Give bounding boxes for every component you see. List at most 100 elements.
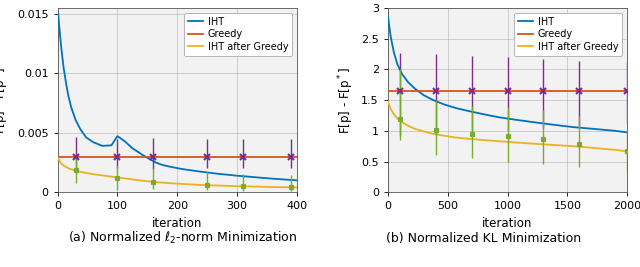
IHT	[129, 147, 136, 150]
IHT after Greedy	[384, 100, 392, 103]
IHT	[121, 140, 129, 143]
IHT	[209, 172, 217, 175]
IHT after Greedy	[412, 127, 419, 131]
IHT	[412, 88, 419, 91]
IHT after Greedy	[284, 186, 292, 189]
IHT after Greedy	[223, 184, 230, 187]
IHT	[195, 170, 202, 173]
IHT	[68, 106, 76, 109]
IHT	[77, 128, 84, 131]
IHT	[440, 103, 448, 106]
IHT	[147, 158, 154, 161]
IHT	[232, 174, 240, 177]
IHT after Greedy	[394, 117, 401, 120]
Line: IHT after Greedy: IHT after Greedy	[388, 101, 627, 151]
IHT after Greedy	[77, 170, 84, 173]
IHT after Greedy	[452, 136, 460, 139]
IHT after Greedy	[623, 150, 631, 153]
IHT after Greedy	[212, 184, 220, 187]
Text: (a) Normalized $\ell_2$-norm Minimization: (a) Normalized $\ell_2$-norm Minimizatio…	[68, 230, 297, 246]
IHT	[54, 12, 62, 15]
IHT	[404, 81, 412, 84]
IHT	[60, 66, 67, 69]
IHT	[293, 179, 301, 182]
IHT	[188, 169, 196, 172]
IHT after Greedy	[66, 167, 74, 170]
IHT after Greedy	[233, 184, 241, 188]
IHT after Greedy	[549, 143, 557, 147]
IHT	[269, 177, 277, 180]
IHT after Greedy	[611, 148, 619, 151]
Line: IHT: IHT	[58, 14, 297, 180]
IHT	[138, 153, 145, 156]
IHT	[387, 36, 395, 39]
Legend: IHT, Greedy, IHT after Greedy: IHT, Greedy, IHT after Greedy	[184, 13, 292, 56]
Greedy	[384, 90, 392, 93]
IHT after Greedy	[191, 183, 199, 186]
IHT	[65, 94, 72, 97]
IHT after Greedy	[156, 181, 163, 184]
IHT	[276, 178, 284, 181]
IHT after Greedy	[254, 185, 262, 188]
Y-axis label: F[p] - F[p$^*$]: F[p] - F[p$^*$]	[336, 66, 356, 134]
IHT	[246, 175, 254, 178]
IHT after Greedy	[274, 186, 282, 189]
IHT after Greedy	[293, 186, 301, 189]
IHT	[398, 73, 406, 76]
IHT after Greedy	[173, 182, 181, 185]
IHT	[83, 136, 90, 139]
IHT	[465, 109, 473, 113]
IHT after Greedy	[385, 103, 393, 107]
IHT after Greedy	[138, 179, 145, 182]
IHT after Greedy	[420, 130, 428, 133]
IHT after Greedy	[495, 140, 503, 143]
IHT after Greedy	[398, 121, 406, 124]
IHT	[530, 121, 538, 124]
IHT after Greedy	[84, 172, 92, 175]
IHT after Greedy	[429, 132, 437, 135]
Greedy	[54, 156, 62, 159]
IHT	[429, 99, 437, 102]
Y-axis label: F[p] - F[p$^*$]: F[p] - F[p$^*$]	[0, 66, 12, 134]
IHT	[224, 173, 232, 176]
IHT after Greedy	[591, 146, 599, 150]
Line: IHT: IHT	[388, 15, 627, 132]
IHT after Greedy	[404, 124, 412, 128]
Text: (b) Normalized KL Minimization: (b) Normalized KL Minimization	[386, 232, 580, 245]
IHT	[72, 118, 79, 121]
IHT after Greedy	[70, 169, 78, 172]
IHT	[495, 116, 503, 119]
Line: IHT after Greedy: IHT after Greedy	[58, 158, 297, 187]
IHT	[239, 175, 247, 178]
IHT	[56, 27, 63, 30]
IHT after Greedy	[111, 175, 118, 179]
IHT after Greedy	[465, 137, 473, 140]
IHT after Greedy	[63, 166, 70, 169]
IHT	[159, 163, 166, 167]
IHT	[390, 51, 397, 54]
IHT after Greedy	[57, 161, 65, 164]
IHT	[452, 107, 460, 110]
IHT	[90, 141, 97, 144]
IHT	[108, 144, 115, 147]
IHT after Greedy	[60, 164, 67, 167]
Greedy	[54, 156, 61, 159]
IHT	[202, 171, 210, 174]
IHT after Greedy	[530, 142, 538, 145]
IHT	[262, 176, 269, 180]
IHT after Greedy	[120, 176, 127, 180]
IHT after Greedy	[480, 138, 488, 142]
IHT	[384, 14, 392, 17]
IHT after Greedy	[129, 178, 136, 181]
IHT	[216, 172, 224, 176]
IHT	[164, 165, 172, 168]
IHT after Greedy	[264, 185, 272, 189]
IHT after Greedy	[390, 113, 397, 116]
IHT	[290, 179, 298, 182]
IHT	[420, 94, 428, 97]
IHT after Greedy	[54, 157, 62, 160]
IHT	[480, 113, 488, 116]
IHT after Greedy	[244, 185, 252, 188]
X-axis label: iteration: iteration	[152, 217, 202, 230]
IHT	[99, 144, 106, 147]
